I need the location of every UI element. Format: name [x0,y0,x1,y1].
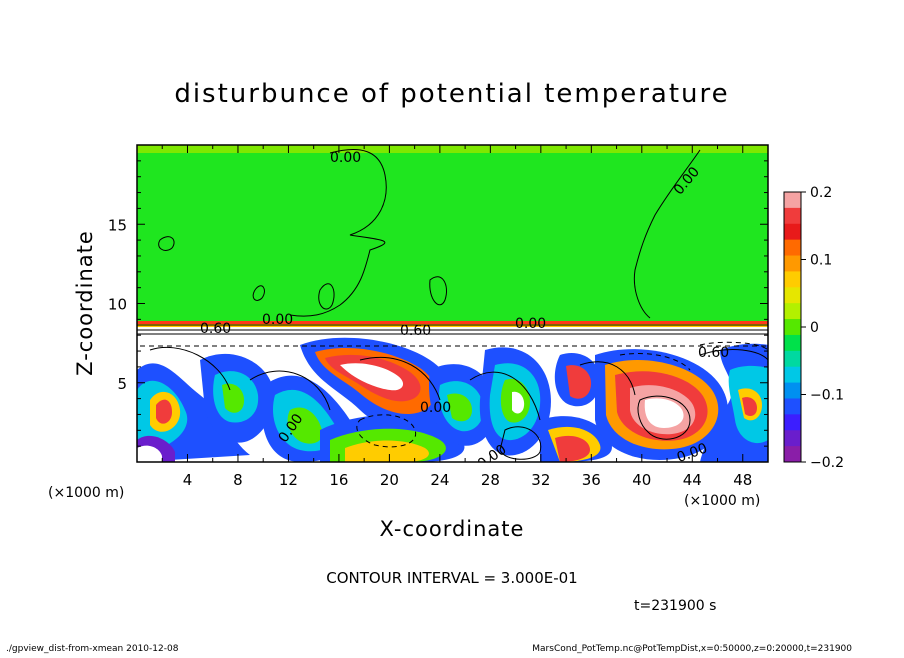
contour-lines [137,149,768,460]
y-tick-label: 15 [108,216,127,234]
colorbar-swatch [784,414,801,431]
y-tick-label: 5 [117,375,127,393]
colorbar-swatch [784,350,801,368]
colorbar-tick-label: −0.1 [810,388,844,404]
colorbar-ticks: 0.2 0.1 0 −0.1 −0.2 [801,185,844,471]
colorbar-swatch [784,382,801,399]
x-tick-label: 24 [430,471,449,489]
contour-label: 0.00 [262,312,293,328]
x-tick-label: 44 [683,471,702,489]
top-band [137,145,768,153]
colorbar-swatch [784,255,801,272]
colorbar-swatch [784,398,801,415]
plot-area: 0.00 0.00 0.00 0.60 0.60 0.60 0.00 0.00 … [137,145,768,462]
x-tick-label: 20 [380,471,399,489]
colorbar-tick-label: 0.1 [810,253,832,269]
colorbar-swatch [784,223,801,241]
colorbar-swatch [784,303,801,320]
x-tick-label: 36 [582,471,601,489]
layer-stripe [137,321,768,324]
contour-label: 0.60 [200,321,231,337]
colorbar-swatch [784,319,801,336]
colorbar-swatch [784,271,801,288]
x-unit-right: (×1000 m) [684,493,760,509]
contour-label: 0.00 [330,150,361,166]
colorbar-tick-label: −0.2 [810,455,844,471]
chart-title: disturbunce of potential temperature [174,79,729,109]
x-tick-label: 48 [733,471,752,489]
colorbar-swatch [784,239,801,257]
colorbar-swatch [784,334,801,352]
time-label: t=231900 s [634,598,716,614]
x-axis: 4 8 12 16 20 24 28 32 36 40 44 48 [161,145,752,489]
x-tick-label: 4 [183,471,193,489]
colorbar-swatch [784,366,801,384]
contour-label: 0.00 [420,400,451,416]
footer-right: MarsCond_PotTemp.nc@PotTempDist,x=0:5000… [532,644,852,654]
colorbar-swatch [784,192,801,209]
footer-left: ./gpview_dist-from-xmean 2010-12-08 [6,644,179,654]
colorbar-swatch [784,207,801,225]
contour-label: 0.60 [698,345,729,361]
contour-interval: CONTOUR INTERVAL = 3.000E-01 [326,569,577,587]
colorbar [784,192,801,463]
y-tick-label: 10 [108,296,127,314]
colorbar-swatch [784,446,801,463]
x-tick-label: 32 [531,471,550,489]
x-axis-label: X-coordinate [380,517,525,541]
y-axis: 5 10 15 [108,160,768,447]
x-tick-label: 8 [233,471,243,489]
dashed-contours [140,341,768,448]
colorbar-tick-label: 0 [810,320,819,336]
x-tick-label: 16 [329,471,348,489]
contour-label: 0.00 [515,316,546,332]
colorbar-swatch [784,430,801,447]
y-axis-label: Z-coordinate [73,230,97,376]
x-tick-label: 12 [279,471,298,489]
contour-label: 0.60 [400,323,431,339]
lower-turbulent-region [137,337,768,462]
x-tick-label: 40 [632,471,651,489]
colorbar-swatch [784,287,801,304]
upper-field [137,145,768,325]
x-tick-label: 28 [481,471,500,489]
colorbar-tick-label: 0.2 [810,185,832,201]
x-unit-left: (×1000 m) [48,485,124,501]
